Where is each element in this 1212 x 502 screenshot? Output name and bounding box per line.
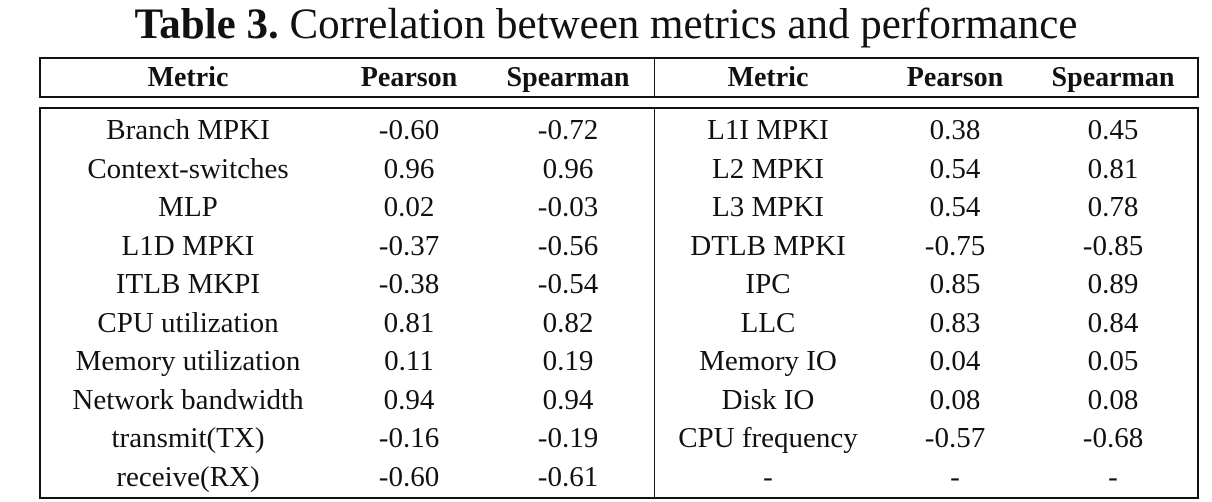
cell-metric-left: Branch MPKI (106, 114, 270, 146)
column-divider (654, 109, 655, 497)
cell-pearson-left: -0.16 (378, 422, 440, 454)
cell-spearman-left: -0.72 (537, 114, 599, 146)
header-metric-right: Metric (727, 62, 809, 93)
cell-metric-left: ITLB MKPI (115, 268, 261, 300)
cell-spearman-left: -0.61 (537, 460, 599, 493)
cell-pearson-left: 0.02 (383, 191, 435, 223)
cell-spearman-right: 0.08 (1087, 383, 1139, 416)
cell-spearman-right: -0.85 (1082, 229, 1144, 262)
cell-pearson-right: 0.85 (929, 268, 981, 300)
cell-metric-right: L1I MPKI (707, 114, 829, 146)
cell-spearman-left: -0.54 (537, 268, 599, 300)
table-row: MLP 0.02 -0.03 L3 MPKI 0.54 0.78 (41, 188, 1197, 227)
cell-pearson-left: -0.60 (378, 460, 440, 493)
cell-metric-left: Context-switches (87, 152, 289, 185)
cell-spearman-left: -0.03 (537, 191, 599, 223)
cell-spearman-right: 0.05 (1087, 345, 1139, 377)
table-row: Branch MPKI -0.60 -0.72 L1I MPKI 0.38 0.45 (41, 111, 1197, 150)
cell-metric-right: L2 MPKI (712, 152, 824, 185)
cell-pearson-right: 0.08 (929, 383, 981, 416)
table-row: transmit(TX) -0.16 -0.19 CPU frequency -0.57… (41, 419, 1197, 458)
cell-pearson-right: 0.83 (929, 306, 981, 339)
table-row: L1D MPKI -0.37 -0.56 DTLB MPKI -0.75 -0.85 (41, 227, 1197, 266)
cell-spearman-right: - (1108, 460, 1118, 493)
cell-spearman-right: 0.84 (1087, 306, 1139, 339)
cell-metric-right: DTLB MPKI (690, 229, 846, 262)
table-caption-text: Correlation between metrics and performa… (278, 1, 1078, 48)
cell-metric-right: Memory IO (699, 345, 837, 377)
header-pearson-left: Pearson (360, 62, 458, 93)
cell-metric-right: Disk IO (721, 383, 815, 416)
cell-pearson-left: 0.81 (383, 306, 435, 339)
cell-spearman-left: 0.94 (542, 383, 594, 416)
cell-metric-left: Memory utilization (75, 345, 301, 377)
table-body: Branch MPKI -0.60 -0.72 L1I MPKI 0.38 0.45 Con… (39, 107, 1199, 499)
cell-metric-left: receive(RX) (116, 460, 260, 493)
cell-spearman-left: 0.82 (542, 306, 594, 339)
cell-spearman-left: 0.96 (542, 152, 594, 185)
column-divider (654, 59, 655, 96)
cell-pearson-left: 0.94 (383, 383, 435, 416)
cell-spearman-right: 0.81 (1087, 152, 1139, 185)
table-caption-label: Table 3. (134, 1, 279, 48)
cell-spearman-right: 0.45 (1087, 114, 1139, 146)
header-metric-left: Metric (147, 62, 229, 93)
cell-pearson-left: -0.37 (378, 229, 440, 262)
cell-metric-left: L1D MPKI (121, 229, 255, 262)
cell-spearman-right: 0.89 (1087, 268, 1139, 300)
cell-spearman-right: -0.68 (1082, 422, 1144, 454)
cell-metric-right: L3 MPKI (712, 191, 824, 223)
cell-pearson-right: 0.38 (929, 114, 981, 146)
cell-metric-left: MLP (158, 191, 218, 223)
table-row: Network bandwidth 0.94 0.94 Disk IO 0.08 0.08 (41, 381, 1197, 420)
cell-pearson-left: -0.60 (378, 114, 440, 146)
cell-spearman-right: 0.78 (1087, 191, 1139, 223)
table-row: CPU utilization 0.81 0.82 LLC 0.83 0.84 (41, 304, 1197, 343)
cell-spearman-left: 0.19 (542, 345, 594, 377)
cell-spearman-left: -0.19 (537, 422, 599, 454)
cell-pearson-right: 0.54 (929, 152, 981, 185)
table-header: Metric Pearson Spearman Metric Pearson S… (39, 57, 1199, 98)
cell-pearson-right: 0.54 (929, 191, 981, 223)
header-spearman-left: Spearman (506, 62, 630, 93)
table-caption: Table 3. Correlation between metrics and… (0, 0, 1212, 50)
cell-pearson-left: 0.11 (384, 345, 434, 377)
cell-pearson-left: -0.38 (378, 268, 440, 300)
table-row: Context-switches 0.96 0.96 L2 MPKI 0.54 0.81 (41, 150, 1197, 189)
header-spearman-right: Spearman (1051, 62, 1175, 93)
cell-metric-right: CPU frequency (678, 422, 858, 454)
cell-metric-left: CPU utilization (97, 306, 279, 339)
header-row: Metric Pearson Spearman Metric Pearson S… (41, 59, 1197, 96)
cell-pearson-left: 0.96 (383, 152, 435, 185)
cell-pearson-right: - (950, 460, 960, 493)
cell-metric-right: LLC (740, 306, 796, 339)
cell-metric-left: Network bandwidth (72, 383, 304, 416)
cell-pearson-right: -0.57 (924, 422, 986, 454)
table-row: Memory utilization 0.11 0.19 Memory IO 0.04 0… (41, 342, 1197, 381)
cell-metric-right: - (763, 460, 773, 493)
table-row: ITLB MKPI -0.38 -0.54 IPC 0.85 0.89 (41, 265, 1197, 304)
cell-metric-right: IPC (745, 268, 791, 300)
cell-pearson-right: -0.75 (924, 229, 986, 262)
cell-metric-left: transmit(TX) (111, 422, 265, 454)
table-row: receive(RX) -0.60 -0.61 - - - (41, 458, 1197, 497)
header-pearson-right: Pearson (906, 62, 1004, 93)
cell-spearman-left: -0.56 (537, 229, 599, 262)
cell-pearson-right: 0.04 (929, 345, 981, 377)
